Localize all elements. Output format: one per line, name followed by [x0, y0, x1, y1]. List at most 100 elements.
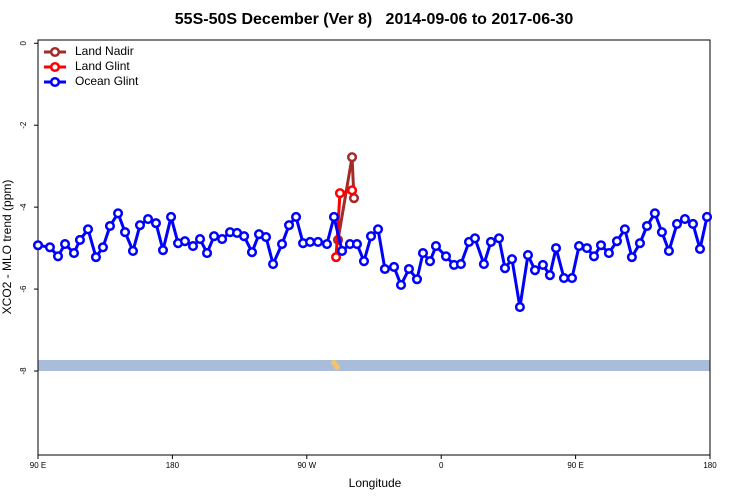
point	[558, 272, 570, 284]
point	[246, 247, 258, 258]
point	[588, 251, 600, 262]
coverage-band	[38, 360, 710, 371]
legend-label: Ocean Glint	[75, 74, 139, 88]
point	[120, 227, 131, 238]
point	[194, 234, 206, 245]
point	[127, 245, 139, 257]
point	[104, 220, 116, 232]
point	[522, 250, 534, 261]
point	[59, 238, 71, 250]
point	[603, 247, 614, 259]
point	[68, 247, 80, 259]
plot-frame	[37, 39, 711, 456]
point	[611, 236, 623, 247]
point	[417, 247, 429, 259]
point	[537, 259, 548, 270]
legend-marker	[49, 76, 61, 88]
point	[469, 233, 480, 244]
point	[260, 232, 272, 243]
point	[32, 240, 44, 251]
x-tick-label: 180	[703, 461, 717, 470]
point	[150, 218, 162, 229]
point	[701, 211, 713, 223]
point	[336, 245, 348, 257]
point	[550, 243, 562, 254]
point	[187, 241, 199, 252]
point	[485, 236, 496, 248]
point	[82, 224, 94, 235]
point	[134, 220, 146, 231]
x-axis-label: Longitude	[349, 476, 402, 490]
point	[276, 238, 288, 250]
legend-marker	[49, 61, 61, 73]
y-axis-label: XCO2 - MLO trend (ppm)	[0, 180, 14, 315]
point	[268, 259, 279, 270]
y-tick-label: -6	[19, 285, 28, 293]
point	[312, 236, 324, 248]
point	[581, 243, 592, 254]
point	[478, 259, 489, 270]
point	[305, 236, 316, 248]
point	[283, 220, 295, 231]
point	[346, 185, 358, 196]
point	[209, 231, 220, 242]
point	[358, 256, 370, 267]
y-tick-label: 0	[19, 41, 28, 46]
point	[506, 254, 518, 265]
point	[687, 218, 699, 229]
point	[201, 247, 213, 259]
point	[379, 263, 390, 275]
point	[239, 231, 250, 242]
point	[619, 224, 630, 235]
point	[74, 234, 86, 245]
point	[671, 218, 683, 229]
point	[430, 241, 442, 252]
point	[663, 245, 674, 257]
y-tick-label: -8	[19, 367, 28, 375]
point	[44, 242, 55, 253]
point	[694, 243, 706, 254]
x-tick-label: 90 E	[567, 461, 583, 470]
point	[351, 238, 363, 250]
point	[455, 259, 466, 270]
point	[499, 263, 511, 274]
point	[634, 238, 646, 249]
point	[166, 211, 177, 223]
y-tick-label: -4	[19, 203, 28, 211]
y-tick-label: -2	[19, 121, 28, 129]
coverage-dot	[334, 364, 340, 370]
point	[365, 231, 377, 242]
chart-title: 55S-50S December (Ver 8) 2014-09-06 to 2…	[175, 11, 574, 28]
point	[217, 234, 228, 245]
point	[493, 233, 505, 244]
x-tick-label: 0	[439, 461, 444, 470]
x-tick-label: 90 W	[297, 461, 316, 470]
x-tick-label: 90 E	[30, 461, 46, 470]
point	[90, 252, 101, 263]
point	[290, 211, 302, 223]
point	[573, 241, 585, 252]
point	[372, 224, 384, 235]
point	[424, 256, 436, 267]
point	[52, 251, 64, 262]
point	[321, 238, 333, 250]
x-tick-label: 180	[166, 461, 180, 470]
point	[595, 240, 607, 251]
point	[411, 274, 423, 285]
point	[403, 263, 414, 275]
point	[649, 208, 660, 219]
point	[544, 270, 555, 281]
point	[395, 279, 407, 291]
legend-marker	[49, 46, 61, 58]
point	[331, 252, 342, 263]
point	[529, 265, 541, 276]
point	[348, 193, 360, 204]
legend-label: Land Nadir	[75, 44, 134, 58]
point	[656, 227, 667, 238]
point	[328, 211, 340, 223]
point	[143, 213, 154, 225]
point	[641, 220, 653, 232]
legend-label: Land Glint	[75, 59, 130, 73]
point	[346, 152, 358, 163]
